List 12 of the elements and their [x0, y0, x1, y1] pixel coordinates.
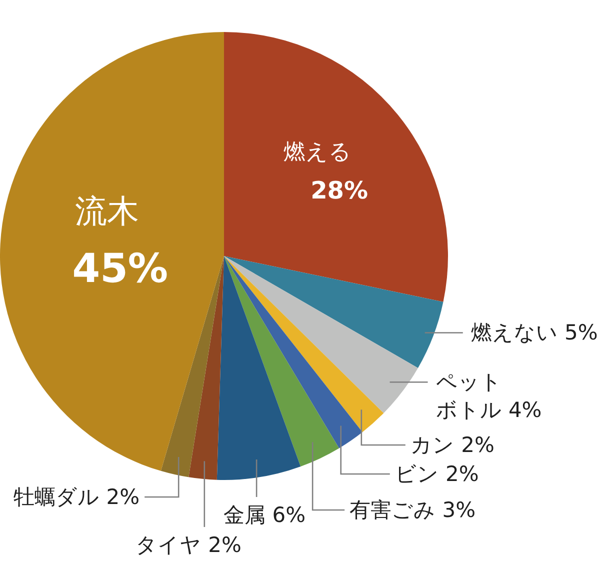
slice-label: 金属 6% [224, 503, 306, 527]
slice-label: タイヤ 2% [135, 533, 242, 557]
slice-label: 牡蠣ダル 2% [14, 485, 140, 509]
slice-label: 燃えない 5% [470, 320, 598, 345]
slice-label: カン 2% [410, 433, 494, 457]
slice-label: ビン 2% [394, 462, 479, 486]
data-label: 45% [72, 246, 168, 292]
slice-label: 燃える [283, 140, 352, 165]
data-label: 28% [310, 176, 368, 204]
slice-label: 有害ごみ 3% [350, 498, 476, 522]
slice-label: ペットボトル 4% [436, 370, 542, 422]
slice-label: 流木 [75, 192, 140, 230]
